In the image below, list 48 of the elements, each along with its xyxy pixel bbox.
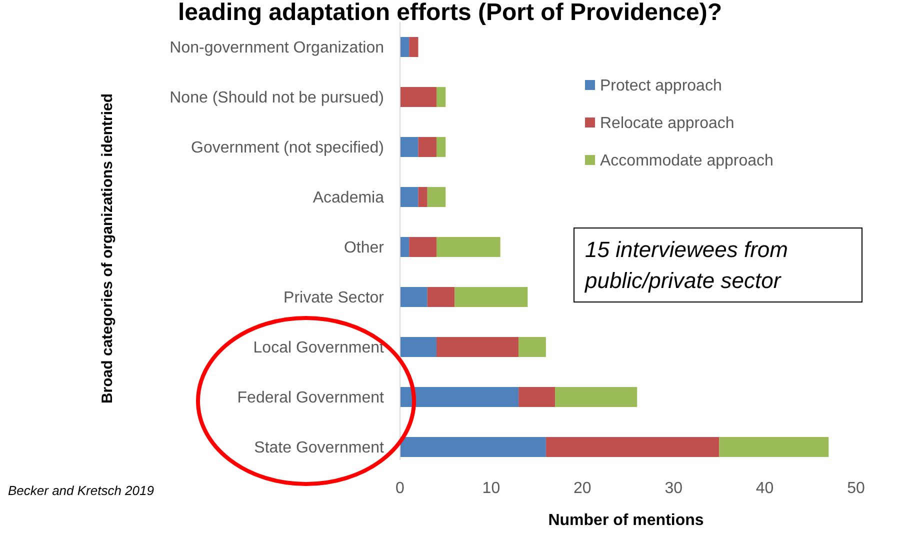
y-axis-title: Broad categories of organizations identried	[99, 93, 116, 404]
bar	[409, 37, 418, 57]
bar	[418, 137, 436, 157]
y-tick-label: Government (not specified)	[191, 140, 384, 157]
bar	[400, 137, 418, 157]
bar	[400, 437, 546, 457]
chart-title: leading adaptation efforts (Port of Providence)?	[178, 0, 722, 26]
y-tick-label: None (Should not be pursued)	[170, 90, 384, 107]
x-tick-label: 40	[756, 480, 774, 497]
bar	[555, 387, 638, 407]
legend-label: Accommodate approach	[600, 152, 774, 170]
y-tick-label: Local Government	[253, 340, 385, 357]
x-axis-title: Number of mentions	[548, 512, 704, 529]
y-tick-label: Private Sector	[284, 290, 385, 307]
bar	[400, 237, 410, 257]
x-tick-label: 10	[482, 480, 500, 497]
y-tick-label: Federal Government	[237, 390, 385, 407]
annotation: 15 interviewees from public/private sector	[584, 237, 788, 293]
y-tick-label: Non-government Organization	[170, 40, 384, 57]
bar	[546, 437, 720, 457]
x-tick-label: 0	[396, 480, 405, 497]
bar	[518, 337, 546, 357]
bar	[400, 287, 428, 307]
y-tick-label: State Government	[254, 440, 385, 457]
bar	[436, 237, 500, 257]
bar	[400, 37, 410, 57]
bar	[427, 187, 446, 207]
bar	[436, 137, 446, 157]
bar	[454, 287, 528, 307]
bar	[436, 337, 519, 357]
y-tick-label: Other	[344, 240, 385, 257]
bar	[418, 187, 428, 207]
bar	[409, 237, 436, 257]
x-tick-label: 50	[847, 480, 865, 497]
x-tick-label: 20	[574, 480, 592, 497]
bar	[436, 87, 446, 107]
y-tick-label: Academia	[312, 190, 384, 207]
bar	[400, 87, 436, 107]
bar	[400, 337, 436, 357]
bar	[518, 387, 556, 407]
legend-label: Relocate approach	[600, 115, 734, 132]
bar	[427, 287, 455, 307]
x-tick-label: 30	[664, 480, 683, 497]
legend-label: Protect approach	[600, 78, 722, 95]
bar	[400, 387, 519, 407]
bar	[400, 187, 418, 207]
bar	[719, 437, 829, 457]
text: Becker and Kretsch 2019	[8, 483, 154, 498]
